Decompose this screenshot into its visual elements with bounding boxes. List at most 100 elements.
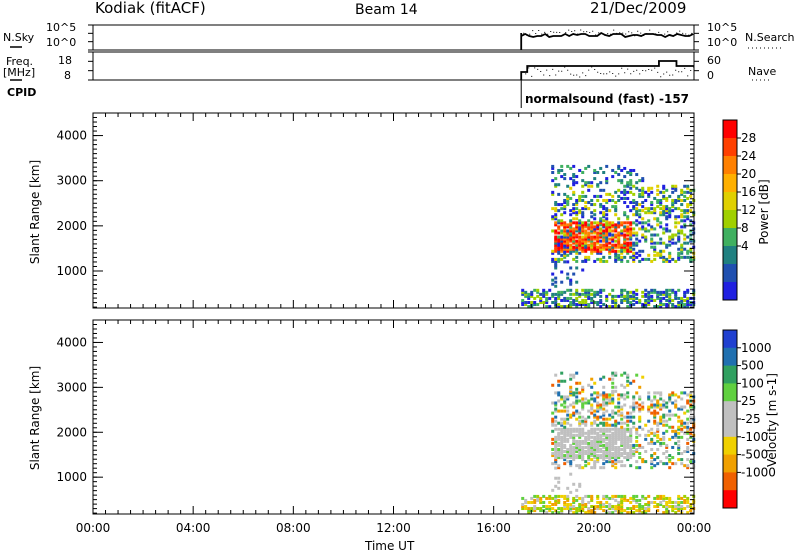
data-cell <box>599 403 603 407</box>
data-cell <box>665 227 669 231</box>
data-cell <box>656 423 660 427</box>
y-tick-label: 4000 <box>56 129 87 143</box>
data-cell <box>686 190 690 194</box>
data-cell <box>572 211 576 215</box>
data-cell <box>632 168 636 172</box>
data-cell <box>626 243 630 247</box>
data-cell <box>590 496 594 500</box>
colorbar-swatch <box>723 228 737 247</box>
data-cell <box>596 237 600 241</box>
data-cell <box>578 431 582 435</box>
data-cell <box>593 454 597 458</box>
data-cell <box>617 166 621 170</box>
data-cell <box>611 401 615 405</box>
data-cell <box>560 421 564 425</box>
data-cell <box>548 507 552 511</box>
colorbar-tick-label: 25 <box>741 394 756 408</box>
data-cell <box>557 219 561 223</box>
data-cell <box>629 231 633 235</box>
data-cell <box>575 391 579 395</box>
data-cell <box>602 215 606 219</box>
data-cell <box>677 251 681 255</box>
data-cell <box>656 403 660 407</box>
data-cell <box>644 507 648 511</box>
data-cell <box>683 223 687 227</box>
data-cell <box>551 437 555 441</box>
data-cell <box>674 507 678 511</box>
data-cell <box>662 437 666 441</box>
data-cell <box>674 201 678 205</box>
data-cell <box>557 391 561 395</box>
data-cell <box>596 227 600 231</box>
data-cell <box>626 171 630 175</box>
data-cell <box>677 288 681 292</box>
data-cell <box>584 257 588 261</box>
data-cell <box>662 405 666 409</box>
data-cell <box>614 494 618 498</box>
data-cell <box>590 393 594 397</box>
data-cell <box>683 292 687 296</box>
data-cell <box>614 171 618 175</box>
data-cell <box>593 245 597 249</box>
data-cell <box>665 215 669 219</box>
data-cell <box>554 266 558 270</box>
data-cell <box>656 505 660 509</box>
data-cell <box>584 181 588 185</box>
data-cell <box>689 431 693 435</box>
data-cell <box>542 292 546 296</box>
data-cell <box>668 235 672 239</box>
data-cell <box>632 201 636 205</box>
data-cell <box>614 305 618 309</box>
data-cell <box>602 450 606 454</box>
data-cell <box>581 223 585 227</box>
data-cell <box>656 462 660 466</box>
data-cell <box>626 305 630 309</box>
data-cell <box>665 243 669 247</box>
data-cell <box>599 194 603 198</box>
data-cell <box>620 294 624 298</box>
data-cell <box>632 303 636 307</box>
data-cell <box>602 411 606 415</box>
data-cell <box>638 259 642 263</box>
data-cell <box>554 184 558 188</box>
data-cell <box>536 507 540 511</box>
data-cell <box>581 171 585 175</box>
data-cell <box>635 296 639 300</box>
data-cell <box>638 407 642 411</box>
data-cell <box>656 253 660 257</box>
data-cell <box>581 415 585 419</box>
data-cell <box>563 458 567 462</box>
data-cell <box>665 502 669 506</box>
data-cell <box>662 413 666 417</box>
data-cell <box>653 403 657 407</box>
data-cell <box>653 391 657 395</box>
data-cell <box>581 419 585 423</box>
data-cell <box>671 456 675 460</box>
data-cell <box>620 441 624 445</box>
data-cell <box>647 407 651 411</box>
data-cell <box>647 211 651 215</box>
data-cell <box>611 462 615 466</box>
data-cell <box>602 427 606 431</box>
data-cell <box>629 237 633 241</box>
data-cell <box>587 409 591 413</box>
data-cell <box>539 496 543 500</box>
data-cell <box>560 235 564 239</box>
data-cell <box>605 207 609 211</box>
data-cell <box>638 511 642 515</box>
data-cell <box>635 460 639 464</box>
data-cell <box>587 225 591 229</box>
data-cell <box>563 425 567 429</box>
data-cell <box>554 235 558 239</box>
data-cell <box>635 201 639 205</box>
data-cell <box>656 198 660 202</box>
data-cell <box>560 257 564 261</box>
data-cell <box>641 179 645 183</box>
data-cell <box>611 198 615 202</box>
data-cell <box>620 511 624 515</box>
data-cell <box>566 486 570 490</box>
data-cell <box>668 301 672 305</box>
data-cell <box>662 249 666 253</box>
data-cell <box>554 245 558 249</box>
data-cell <box>641 496 645 500</box>
